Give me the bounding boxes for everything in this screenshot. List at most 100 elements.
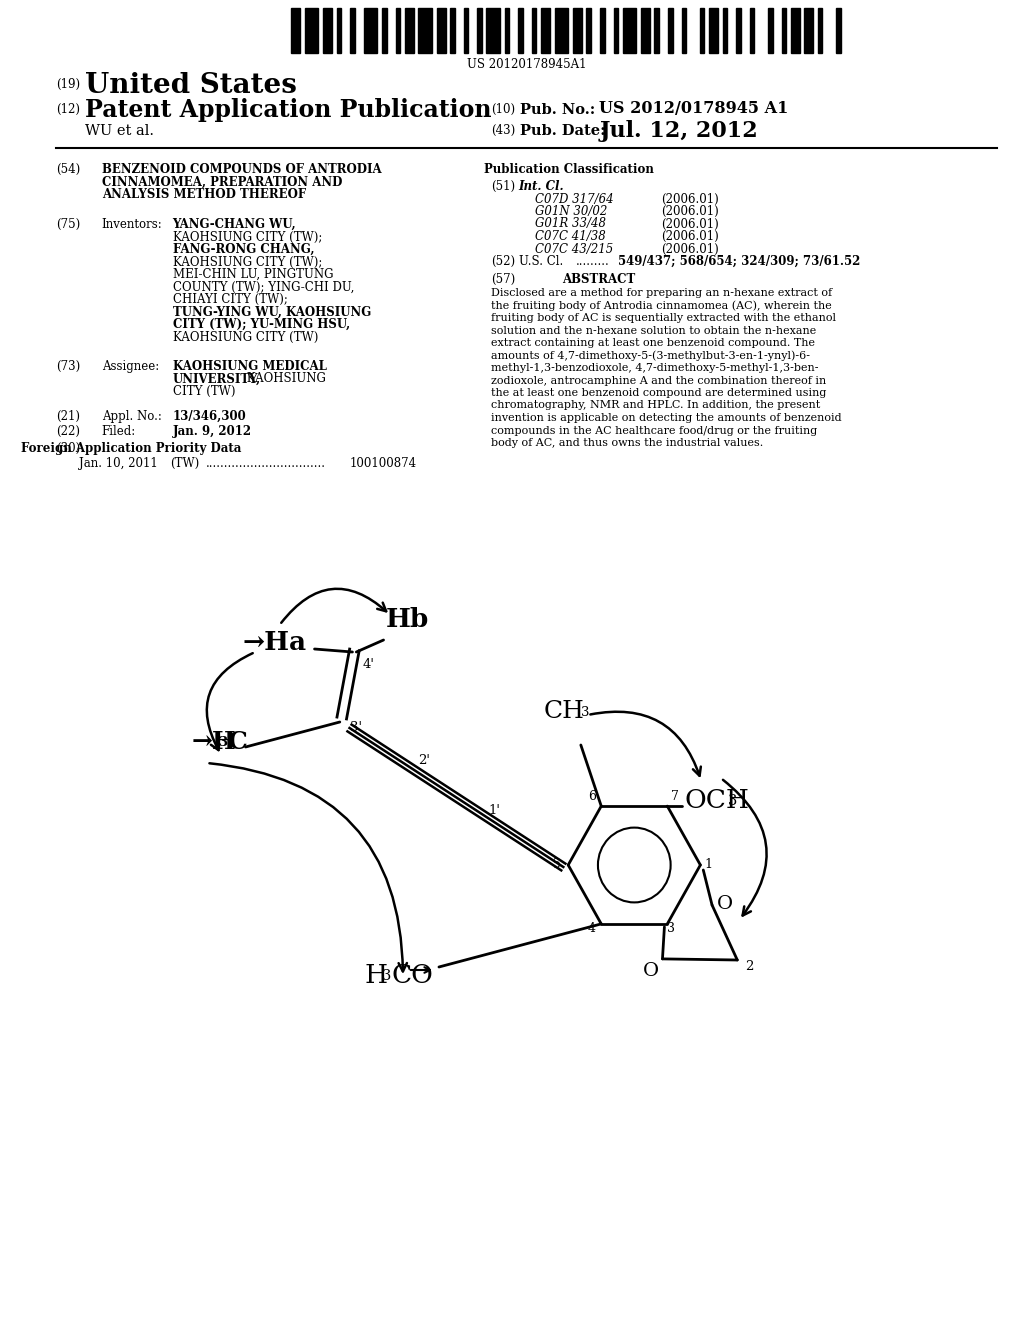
Text: ................................: ................................ — [206, 457, 326, 470]
Text: COUNTY (TW); YING-CHI DU,: COUNTY (TW); YING-CHI DU, — [173, 281, 354, 293]
Bar — [451, 8, 455, 53]
Bar — [791, 8, 800, 53]
Text: C07C 41/38: C07C 41/38 — [536, 230, 606, 243]
Text: Appl. No.:: Appl. No.: — [101, 411, 162, 422]
Text: YANG-CHANG WU,: YANG-CHANG WU, — [173, 218, 296, 231]
Text: CITY (TW): CITY (TW) — [173, 385, 236, 399]
Text: body of AC, and thus owns the industrial values.: body of AC, and thus owns the industrial… — [492, 438, 764, 447]
Text: C07D 317/64: C07D 317/64 — [536, 193, 613, 206]
Text: compounds in the AC healthcare food/drug or the fruiting: compounds in the AC healthcare food/drug… — [492, 425, 818, 436]
Bar — [555, 8, 568, 53]
Text: (TW): (TW) — [170, 457, 199, 470]
Text: (43): (43) — [492, 124, 516, 137]
Text: Inventors:: Inventors: — [101, 218, 163, 231]
Text: (51): (51) — [492, 180, 515, 193]
Text: (75): (75) — [56, 218, 80, 231]
Text: United States: United States — [85, 73, 297, 99]
Text: methyl-1,3-benzodioxole, 4,7-dimethoxy-5-methyl-1,3-ben-: methyl-1,3-benzodioxole, 4,7-dimethoxy-5… — [492, 363, 819, 374]
Text: 5: 5 — [553, 858, 560, 871]
Text: 3: 3 — [218, 737, 227, 748]
Text: 1': 1' — [488, 804, 501, 817]
Bar — [682, 8, 686, 53]
Text: (22): (22) — [56, 425, 80, 438]
Text: the fruiting body of Antrodia cinnamomea (AC), wherein the: the fruiting body of Antrodia cinnamomea… — [492, 301, 833, 312]
Text: 7: 7 — [671, 791, 679, 803]
Text: Disclosed are a method for preparing an n-hexane extract of: Disclosed are a method for preparing an … — [492, 288, 833, 298]
Text: KAOHSIUNG CITY (TW);: KAOHSIUNG CITY (TW); — [173, 256, 322, 268]
Bar — [668, 8, 673, 53]
Text: CO: CO — [391, 964, 433, 987]
Text: Pub. No.:: Pub. No.: — [519, 103, 595, 117]
Bar — [477, 8, 482, 53]
Text: Jan. 9, 2012: Jan. 9, 2012 — [173, 425, 252, 438]
Text: 3: 3 — [668, 921, 675, 935]
Text: (57): (57) — [492, 273, 516, 286]
Text: (12): (12) — [56, 103, 80, 116]
Text: Pub. Date:: Pub. Date: — [519, 124, 605, 139]
Text: →H: →H — [191, 730, 236, 754]
Text: Jan. 10, 2011: Jan. 10, 2011 — [79, 457, 158, 470]
Text: 6: 6 — [588, 791, 596, 803]
Text: 4: 4 — [588, 921, 596, 935]
Text: 3': 3' — [349, 721, 361, 734]
Bar — [395, 8, 400, 53]
Bar — [709, 8, 718, 53]
Bar — [587, 8, 591, 53]
Text: KAOHSIUNG CITY (TW): KAOHSIUNG CITY (TW) — [173, 330, 318, 343]
Bar — [323, 8, 332, 53]
Bar — [654, 8, 659, 53]
Text: H: H — [365, 964, 387, 987]
Bar — [613, 8, 618, 53]
Text: Jul. 12, 2012: Jul. 12, 2012 — [599, 120, 758, 143]
Text: Hb: Hb — [385, 607, 429, 632]
Text: extract containing at least one benzenoid compound. The: extract containing at least one benzenoi… — [492, 338, 815, 348]
Text: CH: CH — [544, 700, 585, 723]
Text: FANG-RONG CHANG,: FANG-RONG CHANG, — [173, 243, 314, 256]
Bar — [436, 8, 445, 53]
Text: (52): (52) — [492, 255, 515, 268]
Bar — [572, 8, 582, 53]
Bar — [404, 8, 414, 53]
Text: (2006.01): (2006.01) — [662, 205, 719, 218]
Text: US 2012/0178945 A1: US 2012/0178945 A1 — [599, 100, 788, 117]
Text: KAOHSIUNG CITY (TW);: KAOHSIUNG CITY (TW); — [173, 231, 322, 243]
Text: Int. Cl.: Int. Cl. — [518, 180, 564, 193]
Text: 1: 1 — [705, 858, 713, 871]
Bar — [736, 8, 740, 53]
Bar — [531, 8, 537, 53]
Text: OCH: OCH — [685, 788, 750, 813]
Text: C07C 43/215: C07C 43/215 — [536, 243, 613, 256]
Text: (2006.01): (2006.01) — [662, 218, 719, 231]
Text: Foreign Application Priority Data: Foreign Application Priority Data — [20, 442, 241, 455]
Text: KAOHSIUNG: KAOHSIUNG — [243, 372, 326, 385]
Text: CINNAMOMEA, PREPARATION AND: CINNAMOMEA, PREPARATION AND — [101, 176, 342, 189]
Text: TUNG-YING WU, KAOHSIUNG: TUNG-YING WU, KAOHSIUNG — [173, 305, 371, 318]
Text: fruiting body of AC is sequentially extracted with the ethanol: fruiting body of AC is sequentially extr… — [492, 313, 837, 323]
Text: Publication Classification: Publication Classification — [484, 162, 654, 176]
Text: zodioxole, antrocamphine A and the combination thereof in: zodioxole, antrocamphine A and the combi… — [492, 375, 826, 385]
Bar — [541, 8, 550, 53]
Text: U.S. Cl.: U.S. Cl. — [518, 255, 563, 268]
Bar — [804, 8, 813, 53]
Text: O: O — [643, 962, 659, 979]
Text: 13/346,300: 13/346,300 — [173, 411, 247, 422]
Bar — [486, 8, 500, 53]
Bar — [836, 8, 841, 53]
Text: UNIVERSITY,: UNIVERSITY, — [173, 372, 261, 385]
Bar — [723, 8, 727, 53]
Text: MEI-CHIN LU, PINGTUNG: MEI-CHIN LU, PINGTUNG — [173, 268, 333, 281]
Text: 549/437; 568/654; 324/309; 73/61.52: 549/437; 568/654; 324/309; 73/61.52 — [617, 255, 860, 268]
Text: (2006.01): (2006.01) — [662, 193, 719, 206]
Text: 3: 3 — [581, 706, 590, 719]
Text: (10): (10) — [492, 103, 515, 116]
Text: CHIAYI CITY (TW);: CHIAYI CITY (TW); — [173, 293, 288, 306]
Bar — [518, 8, 523, 53]
Text: O: O — [717, 895, 733, 913]
Bar — [641, 8, 650, 53]
Text: →Ha: →Ha — [243, 630, 307, 655]
Text: ANALYSIS METHOD THEREOF: ANALYSIS METHOD THEREOF — [101, 187, 306, 201]
Text: solution and the n-hexane solution to obtain the n-hexane: solution and the n-hexane solution to ob… — [492, 326, 817, 335]
Text: 2': 2' — [418, 755, 430, 767]
Text: KAOHSIUNG MEDICAL: KAOHSIUNG MEDICAL — [173, 360, 327, 374]
Text: Patent Application Publication: Patent Application Publication — [85, 98, 492, 121]
